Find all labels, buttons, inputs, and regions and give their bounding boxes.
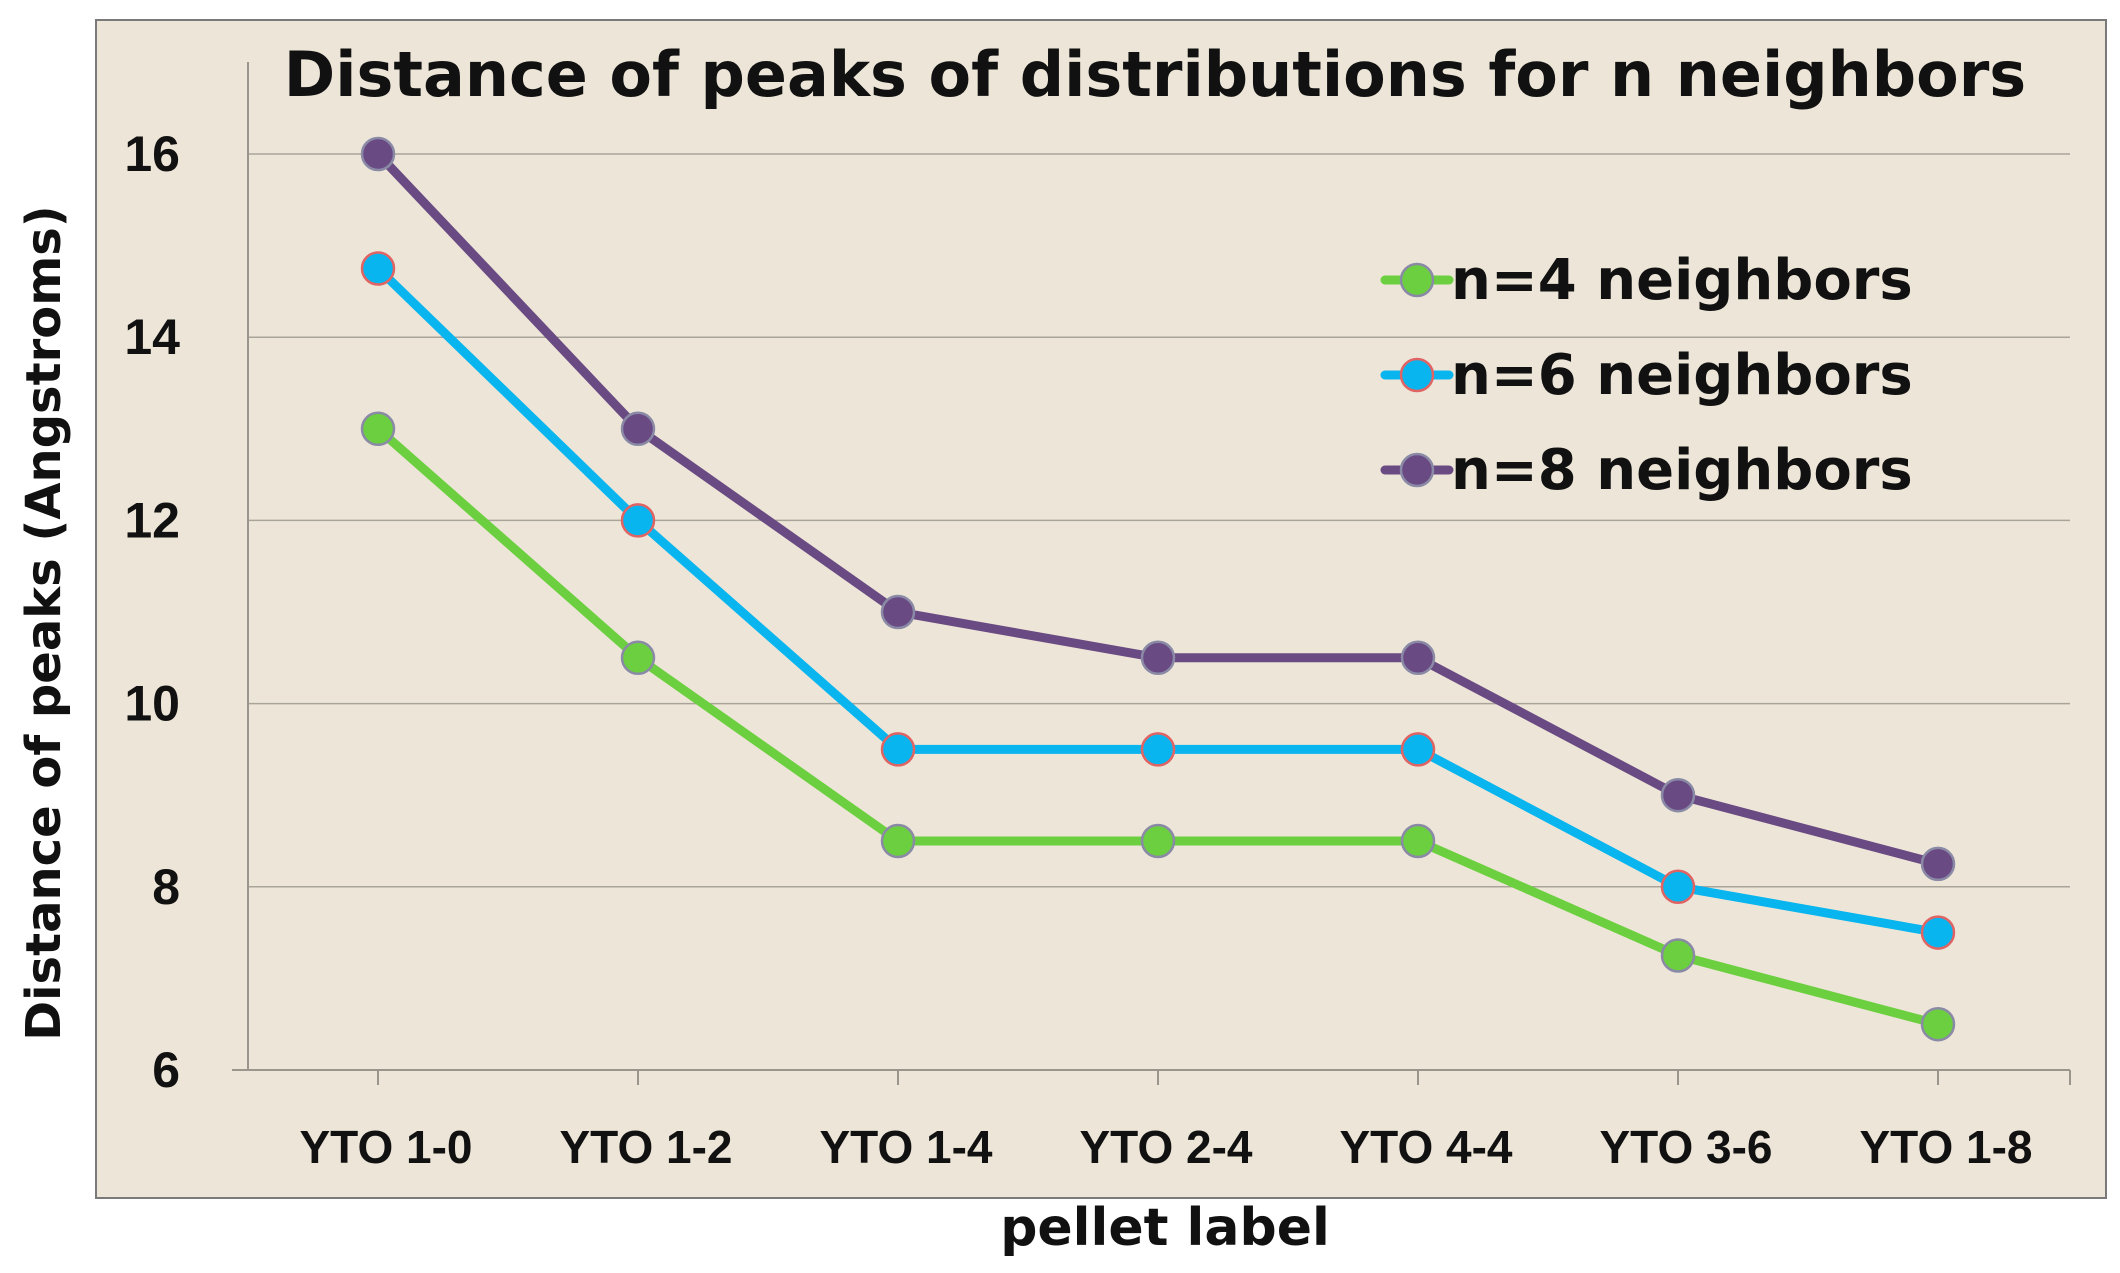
data-point bbox=[620, 411, 656, 447]
data-point bbox=[880, 594, 916, 630]
data-point bbox=[1920, 915, 1956, 950]
data-point bbox=[1660, 869, 1696, 905]
x-tick-label: YTO 1-0 bbox=[300, 1121, 473, 1173]
plot-frame bbox=[95, 19, 2107, 1199]
x-tick-label: YTO 4-4 bbox=[1340, 1121, 1513, 1173]
data-point bbox=[620, 503, 656, 538]
data-point bbox=[1400, 732, 1436, 767]
data-point bbox=[1140, 823, 1176, 859]
x-tick-label: YTO 2-4 bbox=[1080, 1121, 1253, 1173]
data-point bbox=[1400, 823, 1436, 859]
series-lines bbox=[360, 136, 1956, 1042]
data-point bbox=[880, 732, 916, 767]
y-tick-label: 12 bbox=[124, 492, 180, 548]
legend-label: n=4 neighbors bbox=[1451, 248, 1913, 313]
data-point bbox=[880, 823, 916, 859]
x-tick-label: YTO 1-8 bbox=[1860, 1121, 2033, 1173]
legend: n=4 neighbors n=6 neighbors n=8 neighbors bbox=[1380, 248, 1913, 503]
data-point bbox=[1660, 777, 1696, 813]
data-point bbox=[1140, 732, 1176, 767]
data-point bbox=[1920, 1006, 1956, 1042]
data-point bbox=[360, 136, 396, 172]
data-point bbox=[360, 251, 396, 286]
y-tick-label: 10 bbox=[124, 676, 180, 732]
x-axis-title: pellet label bbox=[1000, 1198, 1330, 1258]
x-tick-label: YTO 1-2 bbox=[560, 1121, 733, 1173]
x-tick-label: YTO 3-6 bbox=[1600, 1121, 1773, 1173]
x-tick-label: YTO 1-4 bbox=[820, 1121, 993, 1173]
data-point bbox=[620, 640, 656, 676]
tick-labels: 6 8 10 12 14 16 YTO 1-0 YTO 1-2 YTO 1-4 YTO 2-4 YT… bbox=[124, 126, 2032, 1173]
data-point bbox=[1660, 938, 1696, 973]
legend-label: n=6 neighbors bbox=[1451, 343, 1913, 408]
axes bbox=[232, 62, 2071, 1085]
data-point bbox=[1140, 640, 1176, 676]
y-tick-label: 6 bbox=[152, 1042, 180, 1098]
series-2 bbox=[360, 251, 1956, 950]
series-3 bbox=[360, 136, 1956, 882]
series-1 bbox=[360, 411, 1956, 1042]
legend-marker bbox=[1399, 262, 1435, 298]
legend-label: n=8 neighbors bbox=[1451, 438, 1913, 503]
y-axis-title: Distance of peaks (Angstroms) bbox=[16, 205, 72, 1040]
y-tick-label: 8 bbox=[152, 859, 180, 915]
legend-marker bbox=[1399, 452, 1435, 488]
legend-marker bbox=[1399, 357, 1435, 393]
chart-title: Distance of peaks of distributions for n… bbox=[284, 38, 2026, 111]
y-tick-label: 16 bbox=[124, 126, 180, 182]
data-point bbox=[1400, 640, 1436, 676]
y-tick-label: 14 bbox=[124, 309, 180, 365]
data-point bbox=[360, 411, 396, 447]
data-point bbox=[1920, 846, 1956, 882]
